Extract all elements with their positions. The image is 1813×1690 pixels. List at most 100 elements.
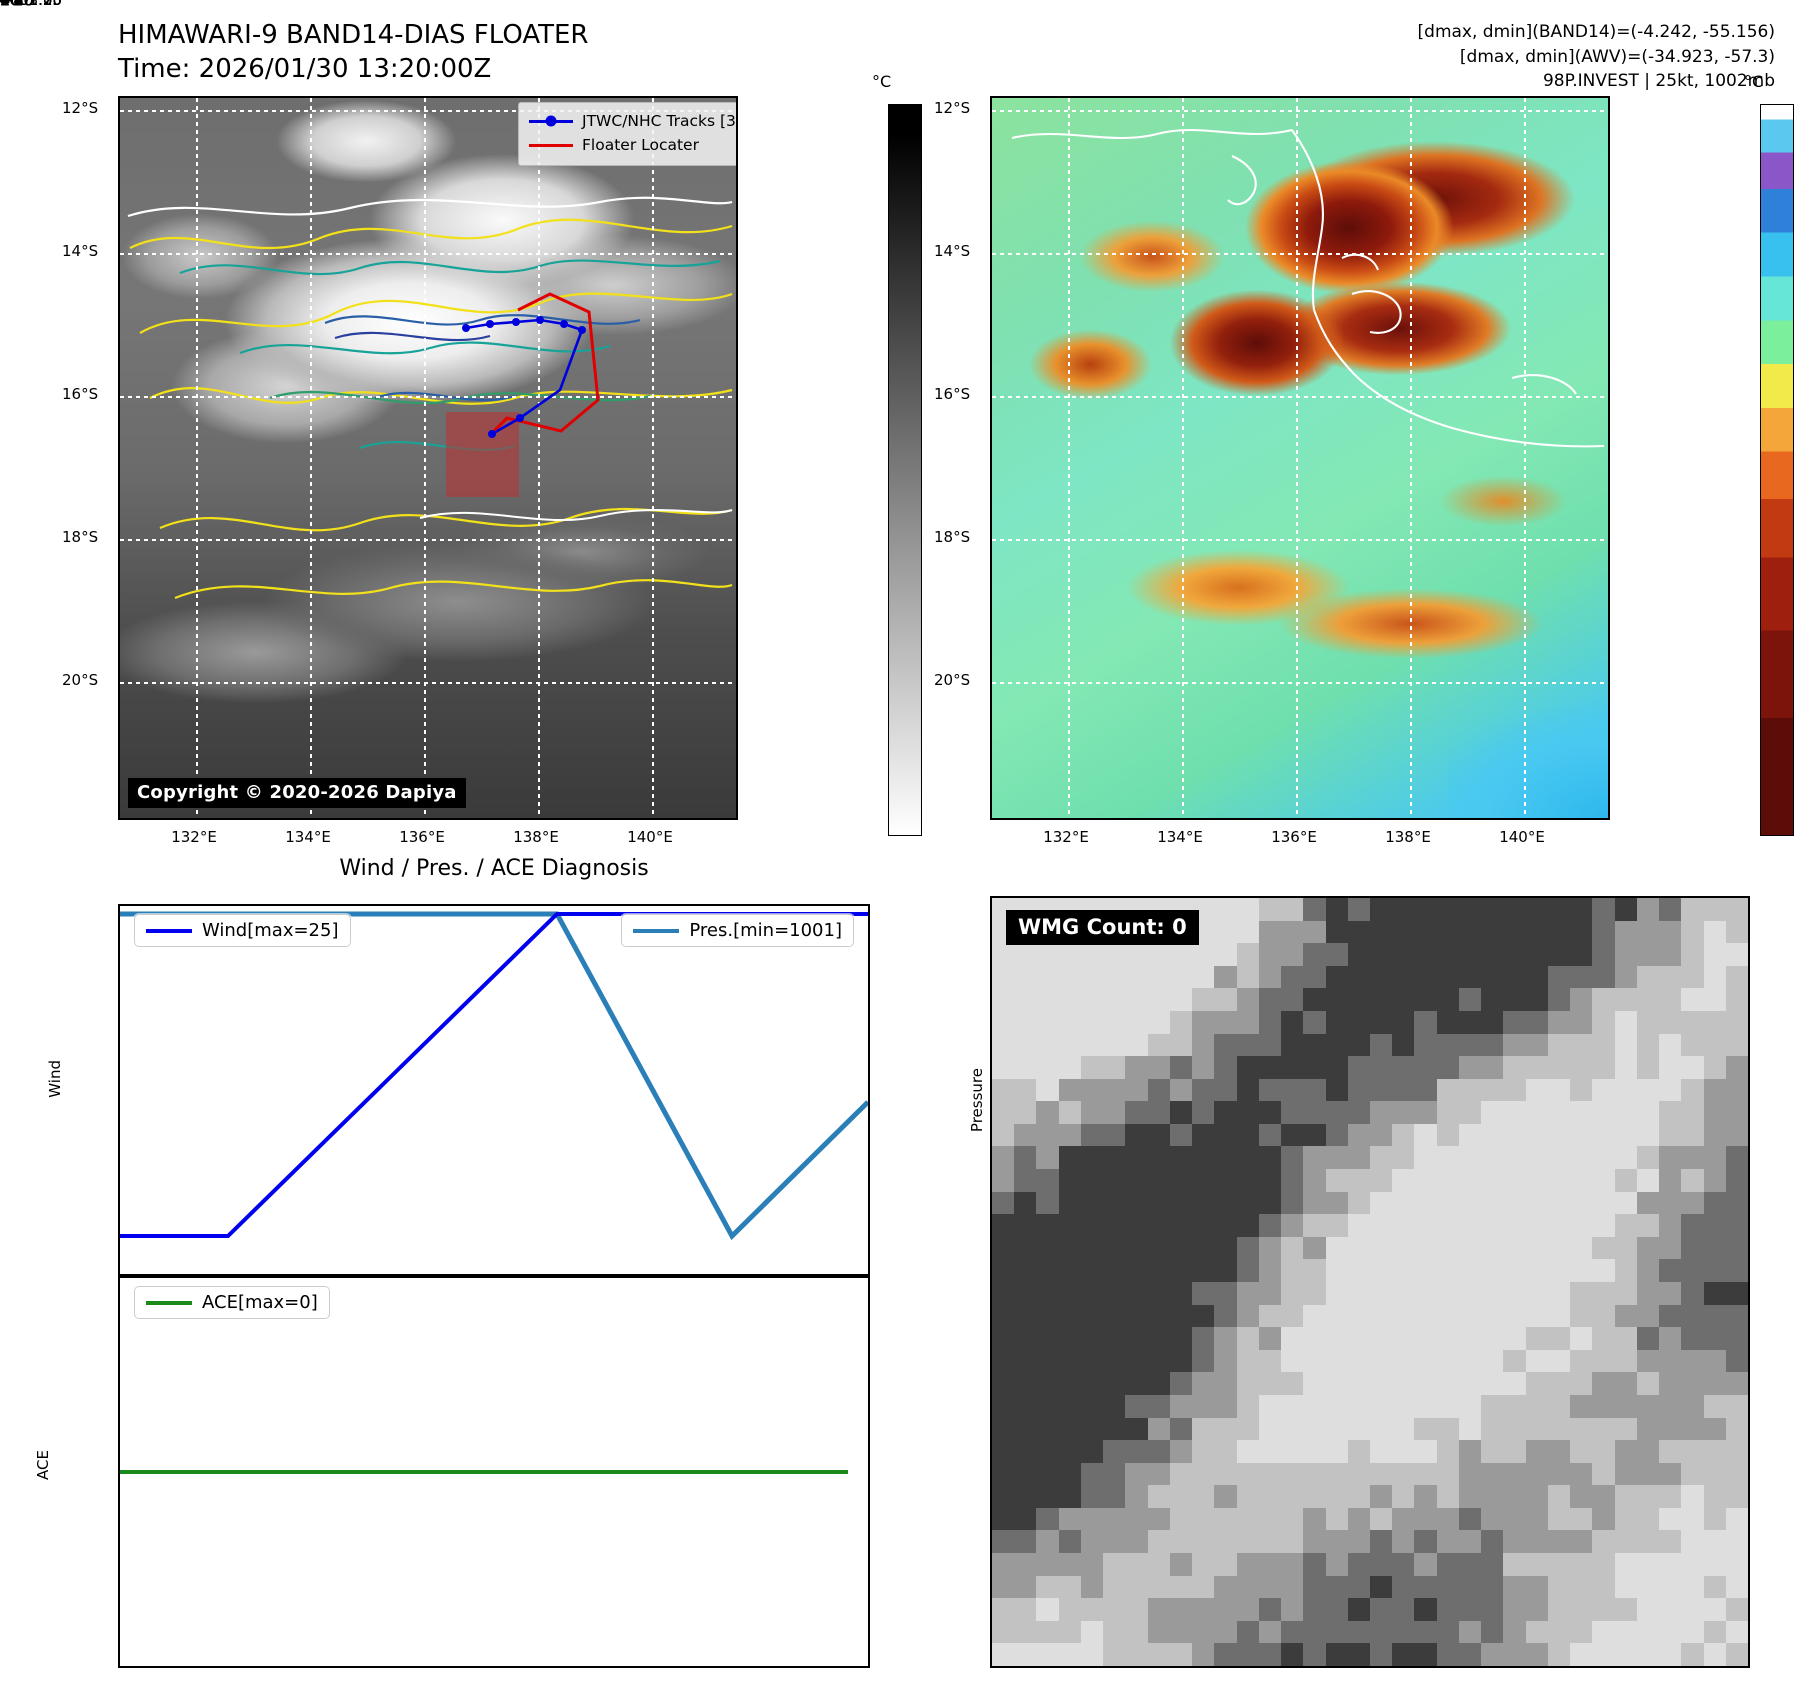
wmg-cell — [1370, 1394, 1393, 1418]
wmg-cell — [1370, 1259, 1393, 1283]
band14-map-axes[interactable]: JTWC/NHC Tracks [30/1200Z] Floater Locat… — [118, 96, 738, 820]
wmg-cell — [1103, 1169, 1127, 1193]
wmg-cell — [1458, 1101, 1482, 1125]
wmg-cell — [1281, 1394, 1305, 1418]
wmg-cell — [1281, 943, 1305, 967]
wmg-cell — [1014, 1530, 1038, 1554]
ace-plot — [120, 1470, 848, 1474]
wmg-cell — [1347, 1417, 1371, 1441]
wmg-cell — [1214, 1462, 1238, 1486]
wmg-cell — [1347, 1620, 1371, 1644]
wmg-cell — [1414, 1056, 1438, 1080]
wmg-cell — [1414, 1101, 1438, 1125]
ytick-label: 16°S — [62, 385, 99, 403]
wmg-cell — [1525, 1620, 1549, 1644]
wmg-cell — [1636, 1462, 1660, 1486]
wmg-cell — [1525, 1394, 1549, 1418]
wmg-cell — [1303, 920, 1327, 944]
pressure-series-line — [120, 911, 868, 1241]
colorbar-right — [1760, 104, 1794, 836]
wmg-cell — [1703, 965, 1727, 989]
wmg-cell — [1147, 1123, 1171, 1147]
wmg-cell — [1436, 1327, 1460, 1351]
wmg-cell — [1169, 1394, 1193, 1418]
wmg-cell — [1258, 920, 1282, 944]
wmg-cell — [1370, 943, 1393, 967]
wmg-cell — [1725, 1327, 1748, 1351]
wmg-cell — [1414, 965, 1438, 989]
wmg-cell — [1636, 1507, 1660, 1531]
wmg-cell — [1503, 1643, 1527, 1666]
wmg-cell — [1392, 943, 1416, 967]
colorbar-tick-label: −50 — [0, 0, 34, 10]
wmg-cell — [1303, 1282, 1327, 1305]
wmg-cell — [1547, 1078, 1571, 1102]
wmg-cell — [992, 1507, 1015, 1531]
wmg-cell — [1436, 943, 1460, 967]
wmg-cell — [1481, 965, 1505, 989]
wmg-cell — [1414, 1191, 1438, 1215]
wmg-cell — [1547, 1485, 1571, 1509]
wmg-cell — [1214, 1282, 1238, 1305]
wmg-cell — [1570, 1485, 1594, 1509]
ace-axis-label: ACE — [34, 1450, 52, 1480]
wmg-cell — [1481, 1372, 1505, 1396]
wmg-cell — [1236, 988, 1260, 1012]
wmg-cell — [1592, 1485, 1616, 1509]
wmg-cell — [1347, 1191, 1371, 1215]
wmg-cell — [992, 965, 1015, 989]
wmg-cell — [1703, 1282, 1727, 1305]
wmg-cell — [1258, 1191, 1282, 1215]
wmg-cell — [1392, 1123, 1416, 1147]
wmg-cell — [1281, 1214, 1305, 1238]
wmg-axes[interactable]: WMG Count: 0 — [990, 896, 1750, 1668]
awv-map-axes[interactable] — [990, 96, 1610, 820]
wmg-cell — [1592, 1033, 1616, 1057]
wmg-cell — [1103, 1349, 1127, 1373]
wmg-cell — [1681, 1214, 1705, 1238]
wmg-cell — [1258, 1282, 1282, 1305]
wmg-cell — [1636, 1485, 1660, 1509]
wmg-cell — [1147, 988, 1171, 1012]
wmg-cell — [1436, 1485, 1460, 1509]
wmg-cell — [1570, 898, 1594, 921]
wmg-cell — [1147, 1327, 1171, 1351]
wmg-cell — [1303, 1327, 1327, 1351]
wmg-cell — [1503, 1598, 1527, 1622]
wmg-cell — [1592, 1214, 1616, 1238]
wmg-cell — [1169, 1575, 1193, 1599]
wmg-cell — [1036, 1259, 1060, 1283]
wmg-cell — [1214, 1078, 1238, 1102]
wmg-cell — [1014, 1282, 1038, 1305]
wmg-cell — [1592, 1553, 1616, 1577]
wmg-cell — [1014, 1101, 1038, 1125]
wmg-cell — [1014, 1033, 1038, 1057]
wmg-cell — [1192, 1575, 1216, 1599]
wmg-cell — [1080, 1010, 1104, 1034]
wmg-cell — [1481, 1304, 1505, 1328]
wmg-cell — [1080, 1259, 1104, 1283]
wmg-cell — [1636, 1530, 1660, 1554]
wmg-cell — [1325, 1327, 1349, 1351]
wmg-cell — [1547, 1372, 1571, 1396]
wmg-cell — [1659, 943, 1683, 967]
wmg-cell — [1281, 1191, 1305, 1215]
wmg-cell — [1281, 920, 1305, 944]
wmg-cell — [1080, 1304, 1104, 1328]
wmg-cell — [1080, 1485, 1104, 1509]
wmg-cell — [1636, 1440, 1660, 1464]
wmg-cell — [1214, 1530, 1238, 1554]
wmg-cell — [1392, 1236, 1416, 1260]
wmg-cell — [1436, 1304, 1460, 1328]
grid-line-horizontal — [120, 682, 736, 684]
ace-axes[interactable]: ACE[max=0] — [118, 1276, 870, 1668]
wmg-cell — [1592, 1394, 1616, 1418]
wind-pressure-axes[interactable]: Wind[max=25] Pres.[min=1001] — [118, 904, 870, 1276]
wmg-cell — [1125, 1440, 1149, 1464]
wmg-cell — [1303, 1078, 1327, 1102]
wmg-cell — [1303, 1620, 1327, 1644]
wmg-cell — [1458, 1123, 1482, 1147]
wmg-cell — [1147, 1440, 1171, 1464]
wmg-cell — [1347, 1485, 1371, 1509]
wmg-cell — [1525, 1010, 1549, 1034]
